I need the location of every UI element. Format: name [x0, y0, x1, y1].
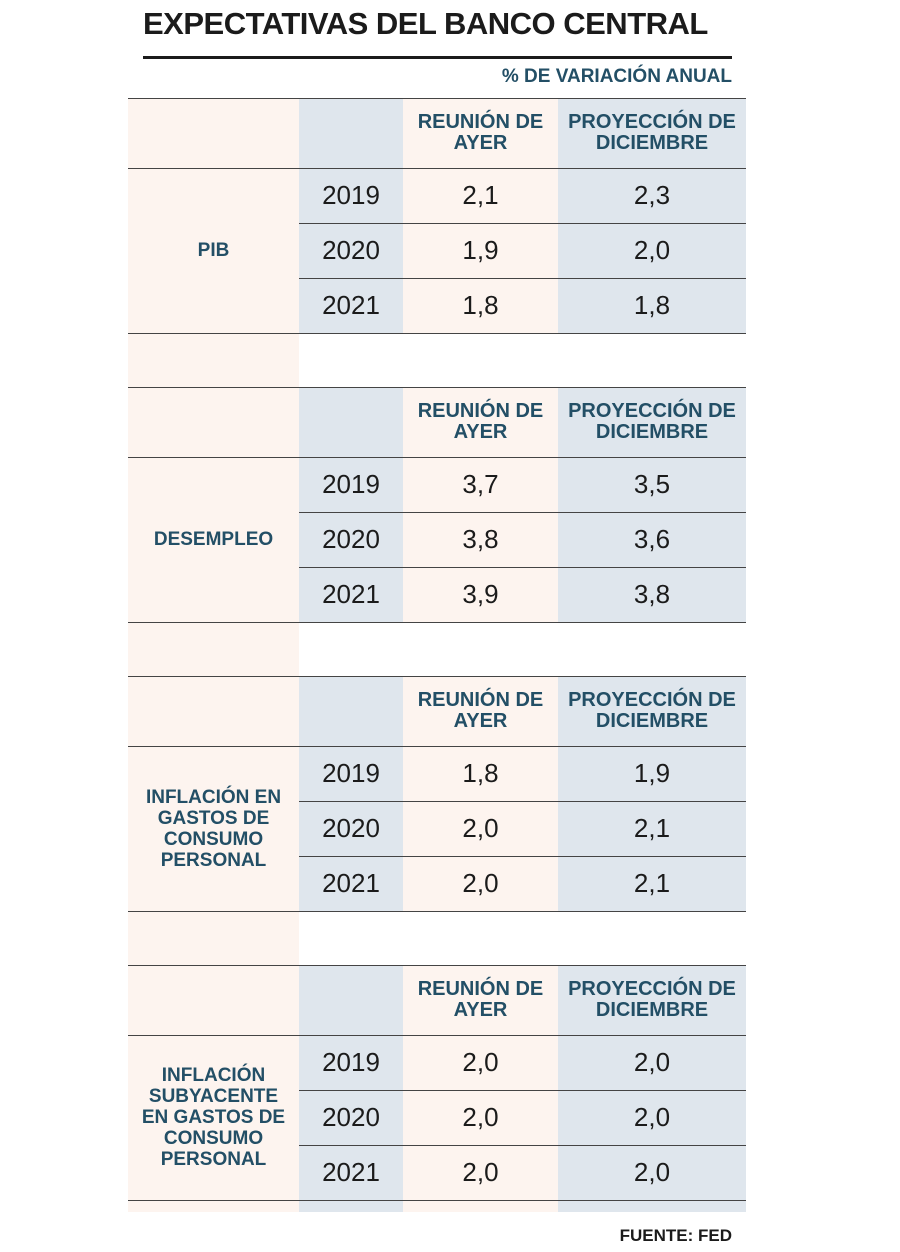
section-top-rule [128, 676, 746, 677]
reunion-value: 3,8 [462, 524, 499, 554]
year-cell: 2020 [322, 235, 380, 265]
row-rule [299, 856, 746, 857]
page-title: EXPECTATIVAS DEL BANCO CENTRAL [143, 6, 708, 41]
section-label: PIB [197, 240, 230, 261]
column-header-reunion: REUNIÓN DE AYER [417, 689, 544, 732]
column-header-proyeccion: PROYECCIÓN DE DICIEMBRE [568, 689, 736, 732]
proyeccion-value: 2,0 [633, 1157, 671, 1187]
proyeccion-value: 2,0 [633, 1047, 671, 1077]
proyeccion-value: 2,0 [633, 235, 671, 265]
label-column-bg [128, 98, 299, 1212]
year-cell: 2021 [322, 579, 380, 609]
column-header-reunion: REUNIÓN DE AYER [417, 400, 544, 443]
column-header-reunion: REUNIÓN DE AYER [417, 111, 544, 154]
proyeccion-value: 2,1 [633, 813, 671, 843]
proyeccion-value: 2,3 [633, 180, 671, 210]
reunion-value: 2,0 [462, 868, 499, 898]
units-label: % DE VARIACIÓN ANUAL [501, 66, 732, 87]
section-gap [299, 334, 746, 387]
reunion-value: 2,1 [462, 180, 499, 210]
year-cell: 2021 [322, 868, 380, 898]
year-cell: 2019 [322, 1047, 380, 1077]
row-rule [299, 278, 746, 279]
column-header-reunion: REUNIÓN DE AYER [417, 978, 544, 1021]
year-cell: 2019 [322, 758, 380, 788]
proyeccion-value: 3,5 [633, 469, 671, 499]
reunion-value: 2,0 [462, 1157, 499, 1187]
header-rule [128, 746, 746, 747]
reunion-value: 1,8 [462, 758, 499, 788]
source-note: FUENTE: FED [619, 1226, 732, 1245]
section-label: INFLACIÓN SUBYACENTE EN GASTOS DE CONSUM… [141, 1065, 286, 1170]
reunion-value: 3,9 [462, 579, 499, 609]
section-bottom-rule [128, 1200, 746, 1201]
proyeccion-value: 3,8 [633, 579, 671, 609]
row-rule [299, 512, 746, 513]
row-rule [299, 567, 746, 568]
year-cell: 2021 [322, 1157, 380, 1187]
row-rule [299, 1145, 746, 1146]
reunion-value: 1,8 [462, 290, 499, 320]
proyeccion-value: 1,9 [633, 758, 671, 788]
section-top-rule [128, 965, 746, 966]
section-label: INFLACIÓN EN GASTOS DE CONSUMO PERSONAL [145, 786, 282, 871]
proyeccion-value: 3,6 [633, 524, 671, 554]
reunion-value: 1,9 [462, 235, 499, 265]
year-cell: 2019 [322, 469, 380, 499]
row-rule [299, 223, 746, 224]
section-gap [299, 912, 746, 965]
reunion-value: 2,0 [462, 813, 499, 843]
reunion-value: 3,7 [462, 469, 499, 499]
column-header-proyeccion: PROYECCIÓN DE DICIEMBRE [568, 978, 736, 1021]
column-header-proyeccion: PROYECCIÓN DE DICIEMBRE [568, 400, 736, 443]
header-rule [128, 457, 746, 458]
year-cell: 2019 [322, 180, 380, 210]
proyeccion-value: 2,1 [633, 868, 671, 898]
title-rule [143, 56, 732, 59]
year-cell: 2021 [322, 290, 380, 320]
year-cell: 2020 [322, 524, 380, 554]
row-rule [299, 801, 746, 802]
section-bottom-rule [128, 911, 746, 912]
reunion-value: 2,0 [462, 1047, 499, 1077]
data-table: REUNIÓN DE AYER PROYECCIÓN DE DICIEMBRE PI… [128, 98, 746, 1212]
column-header-proyeccion: PROYECCIÓN DE DICIEMBRE [568, 111, 736, 154]
year-cell: 2020 [322, 1102, 380, 1132]
row-rule [299, 1090, 746, 1091]
header-rule [128, 168, 746, 169]
proyeccion-value: 1,8 [633, 290, 671, 320]
section-top-rule [128, 98, 746, 99]
section-label: DESEMPLEO [153, 529, 274, 550]
header-rule [128, 1035, 746, 1036]
year-cell: 2020 [322, 813, 380, 843]
section-bottom-rule [128, 622, 746, 623]
proyeccion-value: 2,0 [633, 1102, 671, 1132]
section-gap [299, 623, 746, 676]
section-top-rule [128, 387, 746, 388]
reunion-value: 2,0 [462, 1102, 499, 1132]
section-bottom-rule [128, 333, 746, 334]
